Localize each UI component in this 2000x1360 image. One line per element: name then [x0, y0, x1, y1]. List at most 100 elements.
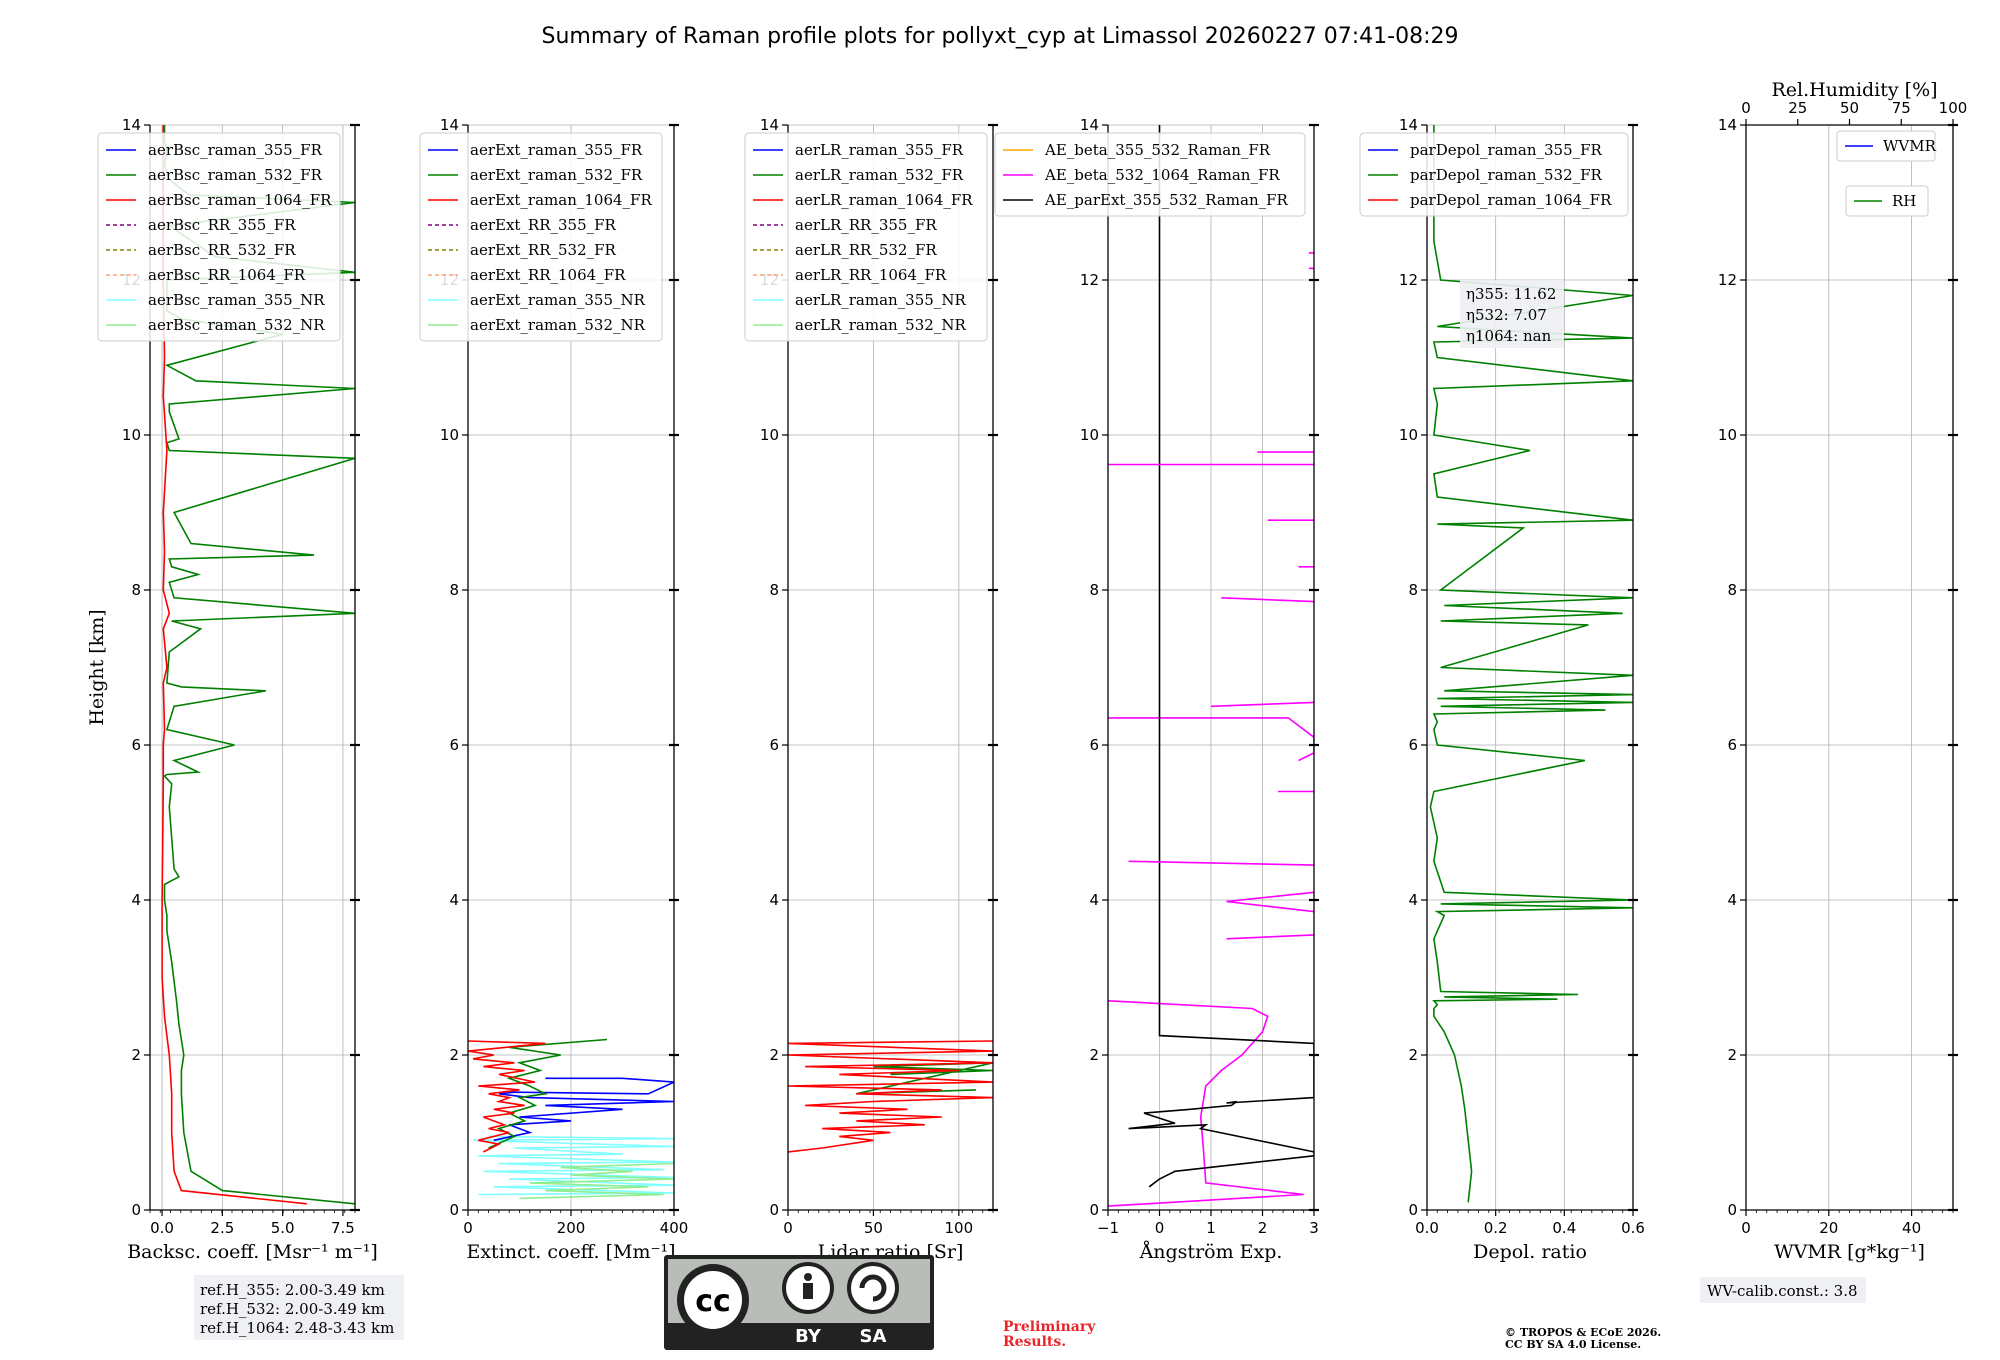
ae-segment-12 — [1226, 891, 1314, 913]
line-AE_parExt_355_532_Raman_FR — [1128, 125, 1314, 1188]
y-tick-label-ae-7: 14 — [1080, 116, 1099, 134]
y-tick-label-ext-5: 10 — [440, 426, 459, 444]
x-tick-label-ae-1: 0 — [1155, 1219, 1165, 1237]
y-tick-label-bsc-5: 10 — [122, 426, 141, 444]
legend-label-lr-3: aerLR_RR_355_FR — [795, 216, 937, 234]
y-tick-label-lr-7: 14 — [760, 116, 779, 134]
legend-label-lr-1: aerLR_raman_532_FR — [795, 166, 964, 184]
figure-title: Summary of Raman profile plots for polly… — [542, 24, 1459, 49]
ae-segment-6 — [1210, 701, 1314, 708]
eta-line-0: η355: 11.62 — [1466, 285, 1556, 303]
legend-lr: aerLR_raman_355_FR aerLR_raman_532_FR aerL… — [744, 132, 988, 342]
x-tick-label-ae-3: 2 — [1258, 1219, 1268, 1237]
legend-label-bsc-4: aerBsc_RR_532_FR — [148, 241, 296, 259]
y-tick-label-bsc-1: 2 — [131, 1046, 141, 1064]
copyright-line-2: CC BY SA 4.0 License. — [1505, 1338, 1641, 1351]
y-tick-label-wv-5: 10 — [1718, 426, 1737, 444]
x-axis-label-ext: Extinct. coeff. [Mm⁻¹] — [466, 1241, 675, 1263]
y-tick-label-depol-5: 10 — [1399, 426, 1418, 444]
line-AE_beta_532_1064_Raman_FR — [1108, 1000, 1304, 1207]
share-alike-icon — [847, 1262, 899, 1314]
legend-label-bsc-6: aerBsc_raman_355_NR — [148, 291, 325, 309]
x-tick-label-wv-2: 40 — [1902, 1219, 1921, 1237]
legend-label-lr-7: aerLR_raman_532_NR — [795, 316, 966, 334]
line-aerExt_raman_1064_FR — [468, 1040, 546, 1153]
x-axis-label-depol: Depol. ratio — [1473, 1241, 1587, 1263]
legend-label-bsc-1: aerBsc_raman_532_FR — [148, 166, 323, 184]
y-tick-label-ae-5: 10 — [1080, 426, 1099, 444]
reference-heights-box: ref.H_355: 2.00-3.49 km ref.H_532: 2.00-… — [194, 1275, 404, 1340]
y-tick-label-depol-4: 8 — [1408, 581, 1418, 599]
legend-label-ext-2: aerExt_raman_1064_FR — [470, 191, 652, 209]
legend-label-bsc-5: aerBsc_RR_1064_FR — [148, 266, 306, 284]
x-axis-label-wv: WVMR [g*kg⁻¹] — [1774, 1241, 1925, 1263]
top-tick-label-3: 75 — [1892, 99, 1911, 117]
legend-label-ae-0: AE_beta_355_532_Raman_FR — [1044, 141, 1271, 159]
line-aerExt_raman_532_FR — [488, 1038, 608, 1149]
ref-height-532: ref.H_532: 2.00-3.49 km — [200, 1300, 385, 1318]
x-tick-label-bsc-0: 0.0 — [150, 1219, 174, 1237]
ae-segment-9 — [1226, 934, 1314, 940]
eta-line-1: η532: 7.07 — [1466, 306, 1547, 324]
x-tick-label-bsc-3: 7.5 — [331, 1219, 355, 1237]
badge-sa-text: SA — [860, 1326, 887, 1347]
x-tick-label-depol-0: 0.0 — [1415, 1219, 1439, 1237]
y-tick-label-lr-0: 0 — [769, 1201, 779, 1219]
y-tick-label-ext-2: 4 — [449, 891, 459, 909]
line-aerExt_raman_532_NR — [519, 1162, 674, 1200]
legend-ae: AE_beta_355_532_Raman_FR AE_beta_532_1064… — [994, 132, 1306, 217]
x-axis-label-ae: Ångström Exp. — [1139, 1241, 1283, 1263]
y-tick-label-lr-3: 6 — [769, 736, 779, 754]
y-tick-label-ae-2: 4 — [1089, 891, 1099, 909]
legend-bsc: aerBsc_raman_355_FR aerBsc_raman_532_FRae… — [97, 132, 341, 342]
y-tick-label-bsc-3: 6 — [131, 736, 141, 754]
y-tick-label-ext-7: 14 — [440, 116, 459, 134]
legend-label-ae-2: AE_parExt_355_532_Raman_FR — [1044, 191, 1289, 209]
x-tick-label-depol-1: 0.2 — [1484, 1219, 1508, 1237]
x-tick-label-ext-1: 200 — [557, 1219, 586, 1237]
legend-label-depol-0: parDepol_raman_355_FR — [1410, 141, 1603, 159]
y-tick-label-ae-0: 0 — [1089, 1201, 1099, 1219]
legend-label-ext-5: aerExt_RR_1064_FR — [470, 266, 626, 284]
legend-label-wvmr: WVMR — [1883, 137, 1937, 155]
x-tick-label-bsc-1: 2.5 — [210, 1219, 234, 1237]
series-ext — [468, 1038, 674, 1200]
y-tick-label-bsc-2: 4 — [131, 891, 141, 909]
y-axis-label: Height [km] — [86, 609, 108, 725]
panel-depol: 0 2 4 6 8 10 12 14 0.0 0.2 0.4 0.6 Depol. ratio parDe… — [1359, 116, 1645, 1263]
line-aerExt_raman_355_FR — [493, 1077, 674, 1142]
legend-label-ext-1: aerExt_raman_532_FR — [470, 166, 643, 184]
preliminary-line-2: Results. — [1003, 1334, 1066, 1350]
legend-label-depol-1: parDepol_raman_532_FR — [1410, 166, 1603, 184]
preliminary-note: Preliminary Results. — [1003, 1319, 1096, 1350]
x-tick-label-ext-0: 0 — [463, 1219, 473, 1237]
legend-label-rh: RH — [1892, 192, 1916, 210]
y-tick-label-ae-3: 6 — [1089, 736, 1099, 754]
legend-label-lr-5: aerLR_RR_1064_FR — [795, 266, 947, 284]
y-tick-label-wv-4: 8 — [1727, 581, 1737, 599]
legend-label-lr-2: aerLR_raman_1064_FR — [795, 191, 973, 209]
legend-label-bsc-7: aerBsc_raman_532_NR — [148, 316, 325, 334]
top-tick-label-0: 0 — [1741, 99, 1751, 117]
line-aerBsc_raman_1064_FR — [161, 125, 307, 1205]
ae-segment-8 — [1128, 860, 1314, 866]
ref-height-355: ref.H_355: 2.00-3.49 km — [200, 1281, 385, 1299]
y-tick-label-ae-4: 8 — [1089, 581, 1099, 599]
x-axis-label-bsc: Backsc. coeff. [Msr⁻¹ m⁻¹] — [127, 1241, 378, 1263]
series-depol — [1429, 125, 1633, 1203]
depol-eta-annotation: η355: 11.62 η532: 7.07 η1064: nan — [1460, 280, 1564, 348]
series-ae — [1108, 125, 1314, 1207]
wv-calibration-box: WV-calib.const.: 3.8 — [1700, 1277, 1866, 1303]
cc-letters: cc — [695, 1284, 731, 1319]
preliminary-line-1: Preliminary — [1003, 1319, 1096, 1335]
y-tick-label-depol-1: 2 — [1408, 1046, 1418, 1064]
y-tick-label-wv-6: 12 — [1718, 271, 1737, 289]
legend-label-bsc-2: aerBsc_raman_1064_FR — [148, 191, 332, 209]
x-tick-label-wv-0: 0 — [1741, 1219, 1751, 1237]
copyright-note: © TROPOS & ECoE 2026. CC BY SA 4.0 Licen… — [1505, 1326, 1661, 1351]
x-tick-label-ae-0: −1 — [1097, 1219, 1119, 1237]
y-tick-label-depol-2: 4 — [1408, 891, 1418, 909]
legend-label-bsc-0: aerBsc_raman_355_FR — [148, 141, 323, 159]
legend-ext: aerExt_raman_355_FR aerExt_raman_532_FRae… — [419, 132, 663, 342]
